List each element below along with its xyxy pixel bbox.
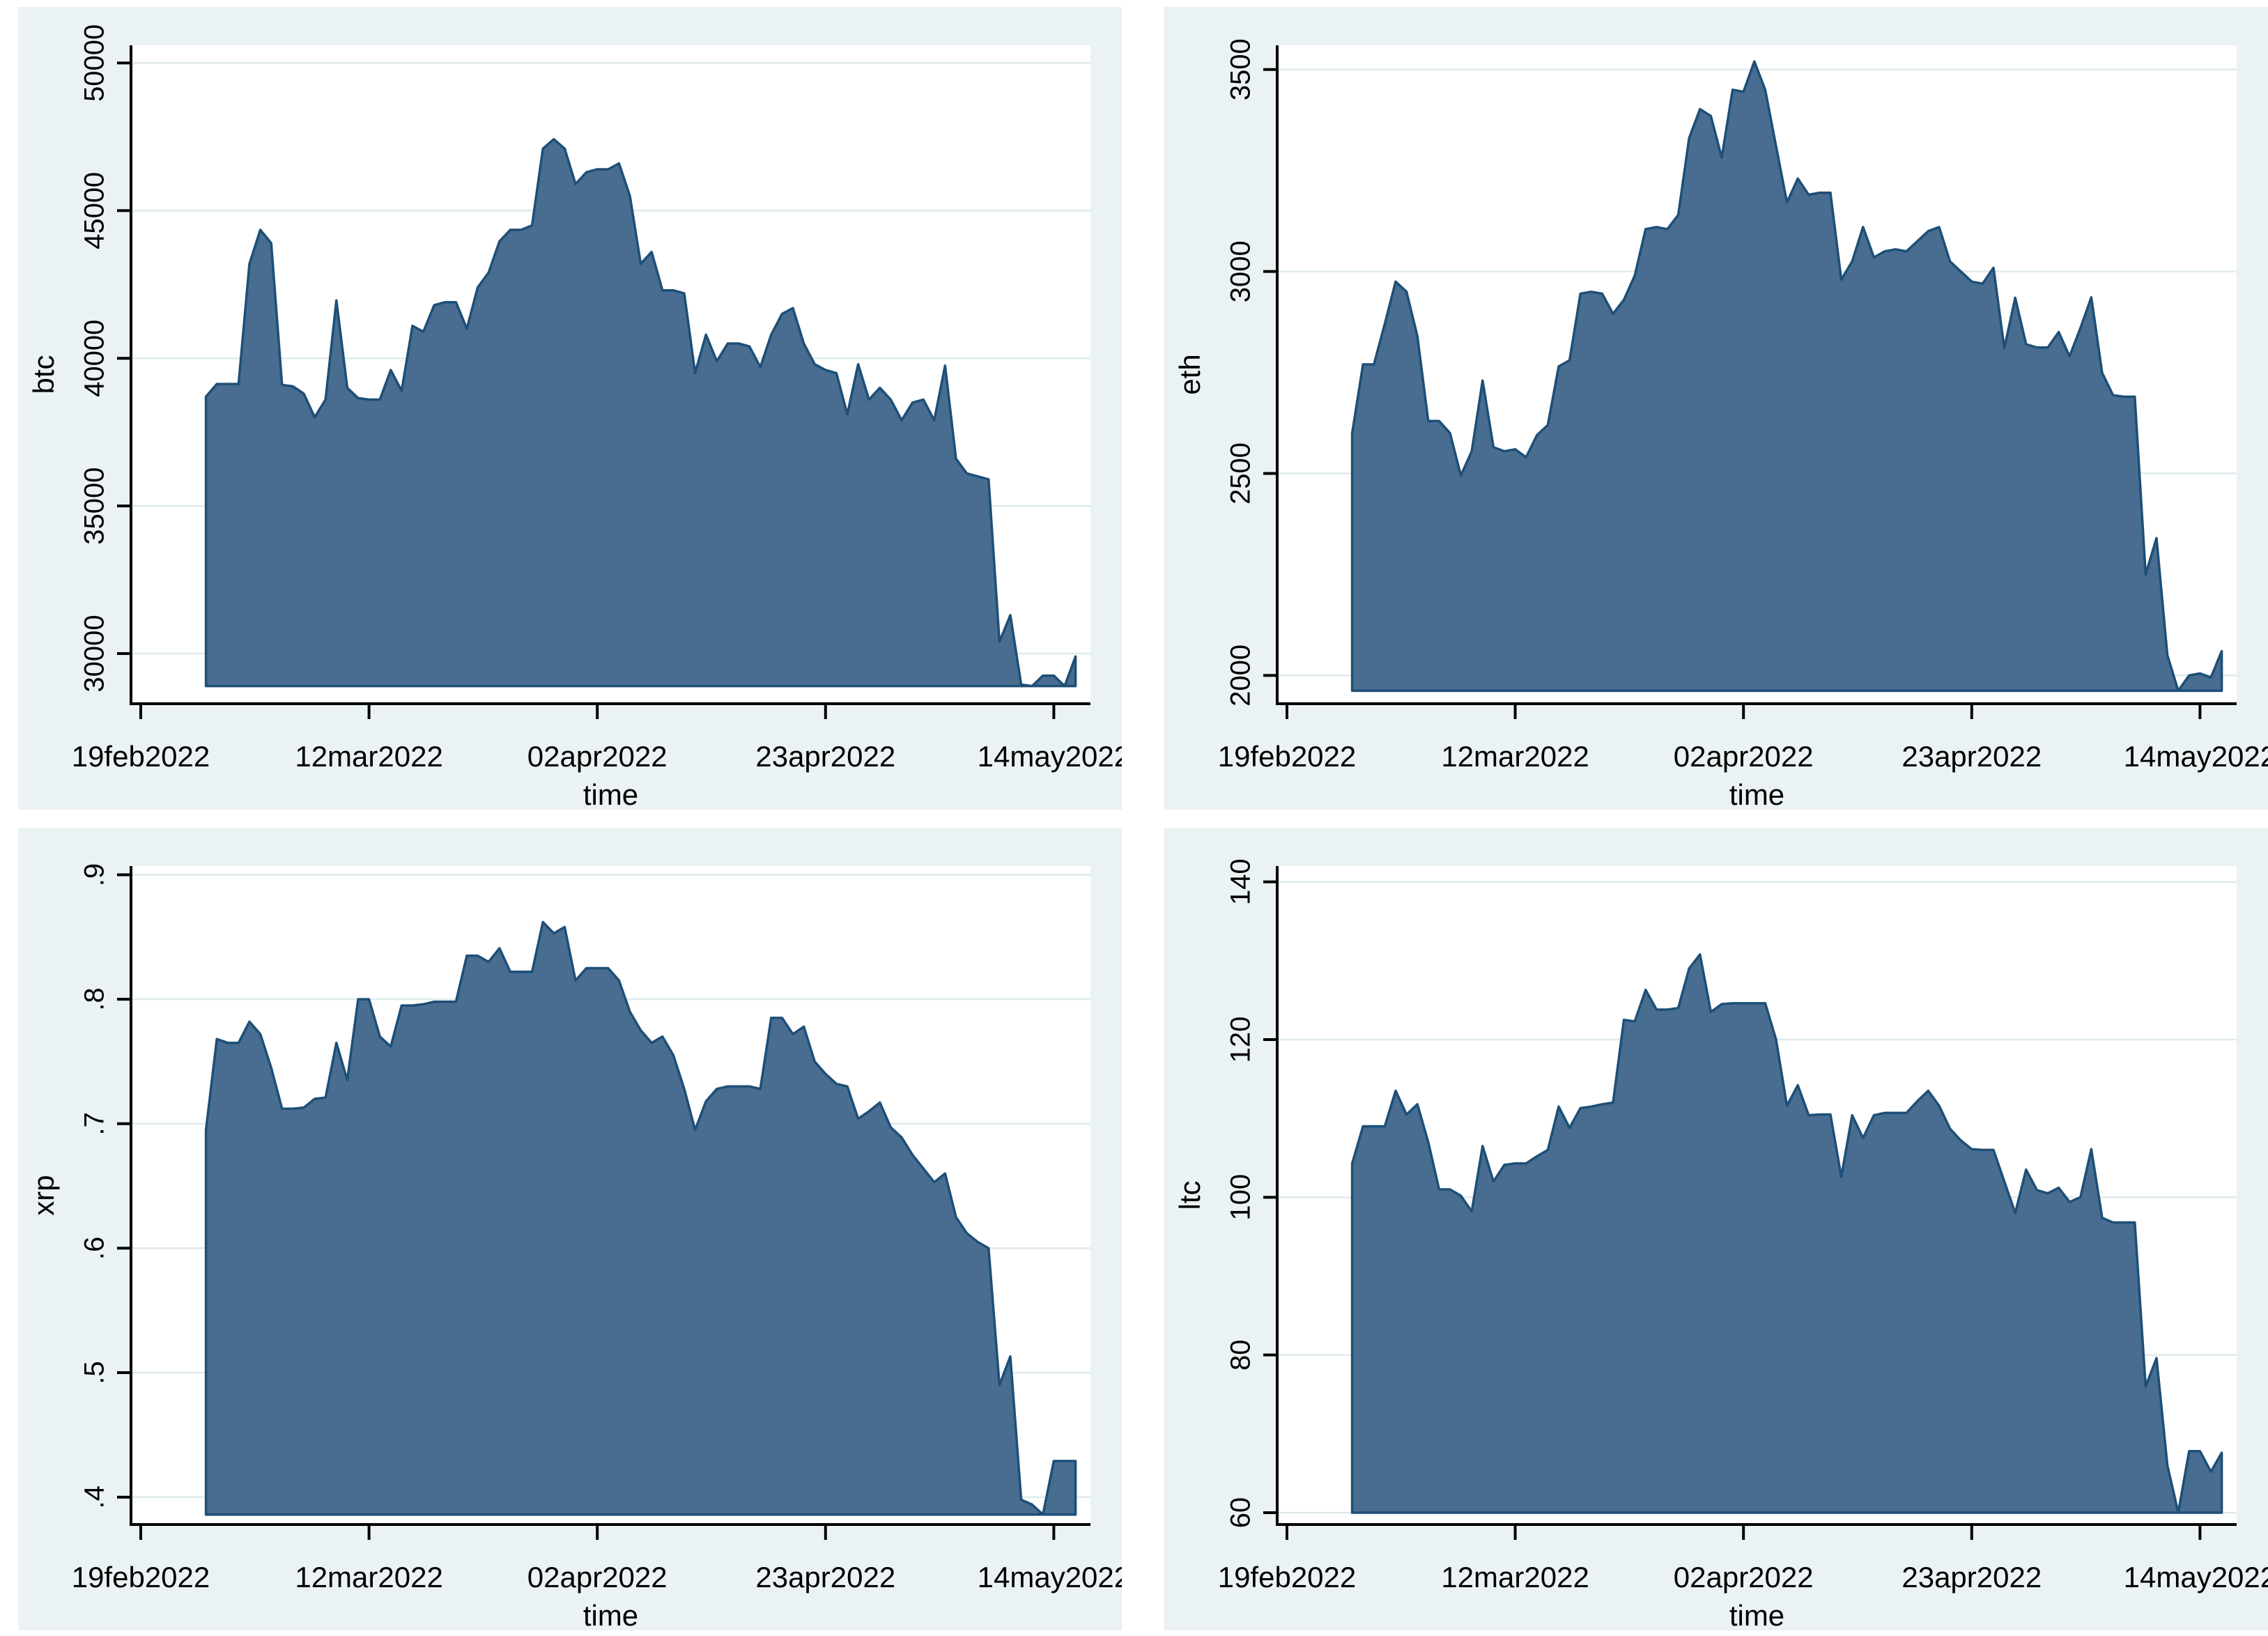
y-tick-label: .5 xyxy=(79,1361,110,1384)
x-tick-label: 19feb2022 xyxy=(1218,740,1357,773)
y-tick-label: 80 xyxy=(1226,1339,1256,1371)
eth-chart: 2000 2500 3000 3500 19feb2022 12mar2022 02apr2… xyxy=(1173,38,2268,810)
y-tick-label: .4 xyxy=(79,1485,110,1508)
y-tick-label: 35000 xyxy=(79,467,110,544)
y-tick-label: 120 xyxy=(1226,1017,1256,1063)
x-axis-title: time xyxy=(1729,778,1784,810)
y-tick-label: 2000 xyxy=(1226,645,1256,707)
x-tick-label: 02apr2022 xyxy=(1674,1561,1814,1593)
x-axis-title: time xyxy=(583,778,638,810)
y-tick-label: 100 xyxy=(1226,1174,1256,1221)
btc-area-series xyxy=(204,138,1077,688)
x-tick-label: 12mar2022 xyxy=(295,1561,442,1593)
y-tick-label: 2500 xyxy=(1226,442,1256,504)
x-tick-label: 14may2022 xyxy=(2124,1561,2268,1593)
x-tick-label: 23apr2022 xyxy=(755,740,895,773)
x-tick-label: 19feb2022 xyxy=(72,1561,210,1593)
y-axis-title: ltc xyxy=(1173,1181,1206,1210)
x-tick-label: 14may2022 xyxy=(978,740,1122,773)
y-axis-title: xrp xyxy=(27,1175,60,1215)
eth-chart-panel: 2000 2500 3000 3500 19feb2022 12mar2022 02apr2… xyxy=(1164,7,2268,810)
x-tick-label: 02apr2022 xyxy=(1674,740,1814,773)
eth-area-series xyxy=(1350,60,2223,693)
y-tick-label: 60 xyxy=(1226,1497,1256,1529)
y-tick-label: 30000 xyxy=(79,615,110,692)
x-tick-label: 19feb2022 xyxy=(1218,1561,1357,1593)
x-tick-label: 02apr2022 xyxy=(527,1561,668,1593)
y-tick-label: 40000 xyxy=(79,320,110,397)
x-tick-label: 23apr2022 xyxy=(755,1561,895,1593)
xrp-chart: .4 .5 .6 .7 .8 .9 19feb2022 12mar2022 02apr2022 2… xyxy=(27,863,1122,1630)
y-tick-label: 45000 xyxy=(79,172,110,249)
xrp-area-series xyxy=(204,920,1077,1516)
x-tick-label: 02apr2022 xyxy=(527,740,668,773)
x-axis-title: time xyxy=(1729,1599,1784,1630)
btc-chart-panel: 30000 35000 40000 45000 50000 19feb2022 12mar2… xyxy=(18,7,1122,810)
y-tick-label: 140 xyxy=(1226,858,1256,905)
x-tick-label: 12mar2022 xyxy=(295,740,442,773)
y-tick-label: 50000 xyxy=(79,24,110,102)
y-tick-label: .6 xyxy=(79,1237,110,1260)
ltc-chart: 60 80 100 120 140 19feb2022 12mar2022 02apr2022… xyxy=(1173,858,2268,1630)
ltc-chart-panel: 60 80 100 120 140 19feb2022 12mar2022 02apr2022… xyxy=(1164,828,2268,1630)
btc-chart: 30000 35000 40000 45000 50000 19feb2022 12mar2… xyxy=(27,24,1122,810)
y-tick-label: 3000 xyxy=(1226,240,1256,302)
xrp-chart-panel: .4 .5 .6 .7 .8 .9 19feb2022 12mar2022 02apr2022 2… xyxy=(18,828,1122,1630)
y-tick-label: .8 xyxy=(79,987,110,1010)
y-axis-title: eth xyxy=(1173,354,1206,394)
x-axis-title: time xyxy=(583,1599,638,1630)
y-tick-label: .9 xyxy=(79,863,110,886)
x-tick-label: 12mar2022 xyxy=(1441,1561,1589,1593)
x-tick-label: 14may2022 xyxy=(978,1561,1122,1593)
ltc-area-series xyxy=(1350,953,2223,1514)
x-tick-label: 23apr2022 xyxy=(1901,740,2042,773)
x-tick-label: 14may2022 xyxy=(2124,740,2268,773)
y-tick-label: 3500 xyxy=(1226,38,1256,100)
x-tick-label: 12mar2022 xyxy=(1441,740,1589,773)
y-tick-label: .7 xyxy=(79,1112,110,1135)
x-tick-label: 23apr2022 xyxy=(1901,1561,2042,1593)
y-axis-title: btc xyxy=(27,355,60,394)
x-tick-label: 19feb2022 xyxy=(72,740,210,773)
